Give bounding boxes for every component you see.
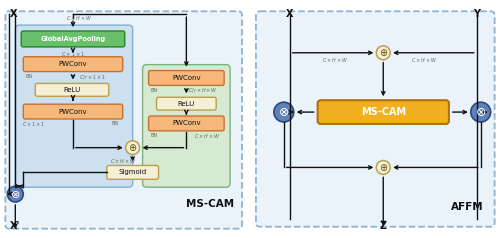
Text: $C\times H\times W$: $C\times H\times W$ (110, 158, 136, 165)
Text: ⊕: ⊕ (128, 143, 136, 153)
FancyBboxPatch shape (35, 84, 109, 96)
FancyBboxPatch shape (107, 165, 158, 179)
Text: ⊕: ⊕ (379, 48, 388, 58)
Circle shape (274, 102, 294, 122)
Text: ⊗: ⊗ (278, 106, 289, 119)
Text: $C/r\times1\times1$: $C/r\times1\times1$ (79, 73, 106, 80)
Text: Z: Z (380, 221, 387, 231)
Text: PWConv: PWConv (172, 75, 201, 81)
Text: PWConv: PWConv (172, 120, 201, 126)
Circle shape (126, 141, 140, 154)
FancyBboxPatch shape (256, 11, 494, 227)
Circle shape (376, 160, 390, 174)
Text: $C\times H\times W$: $C\times H\times W$ (66, 14, 92, 22)
Text: $C\times1\times1$: $C\times1\times1$ (60, 50, 86, 58)
FancyBboxPatch shape (22, 31, 125, 47)
FancyBboxPatch shape (24, 57, 122, 72)
Text: $C/r\times H\times W$: $C/r\times H\times W$ (188, 86, 218, 94)
Text: Sigmoid: Sigmoid (118, 169, 146, 175)
Text: Y: Y (473, 9, 480, 19)
Text: X: X (10, 9, 17, 19)
Text: GlobalAvgPooling: GlobalAvgPooling (40, 36, 106, 42)
FancyBboxPatch shape (148, 116, 224, 131)
Text: MS-CAM: MS-CAM (360, 107, 406, 117)
FancyBboxPatch shape (24, 104, 122, 119)
FancyBboxPatch shape (16, 25, 132, 187)
FancyBboxPatch shape (142, 65, 230, 187)
FancyBboxPatch shape (318, 100, 449, 124)
FancyBboxPatch shape (6, 11, 242, 229)
Text: X: X (286, 9, 294, 19)
Text: ReLU: ReLU (178, 101, 195, 107)
Text: AFFM: AFFM (450, 202, 483, 212)
Text: ReLU: ReLU (64, 87, 80, 93)
Text: BN: BN (26, 74, 32, 79)
Circle shape (8, 186, 24, 202)
Text: $C\times H\times W$: $C\times H\times W$ (322, 56, 347, 64)
Text: BN: BN (150, 133, 158, 138)
Text: PWConv: PWConv (58, 109, 87, 114)
Circle shape (376, 46, 390, 60)
Text: $C\times H\times W$: $C\times H\times W$ (411, 56, 437, 64)
FancyBboxPatch shape (148, 71, 224, 85)
Text: ⊕: ⊕ (379, 163, 388, 173)
Text: X': X' (10, 221, 20, 231)
Circle shape (471, 102, 490, 122)
Text: BN: BN (150, 88, 158, 93)
FancyBboxPatch shape (156, 97, 216, 110)
Text: MS-CAM: MS-CAM (186, 199, 234, 209)
Text: BN: BN (112, 121, 118, 126)
Text: ⊗: ⊗ (476, 106, 486, 119)
Text: $C\times H\times W$: $C\times H\times W$ (194, 132, 220, 140)
Text: ⊗: ⊗ (10, 190, 20, 200)
Text: PWConv: PWConv (58, 61, 87, 67)
Text: $C\times1\times1$: $C\times1\times1$ (22, 120, 45, 128)
